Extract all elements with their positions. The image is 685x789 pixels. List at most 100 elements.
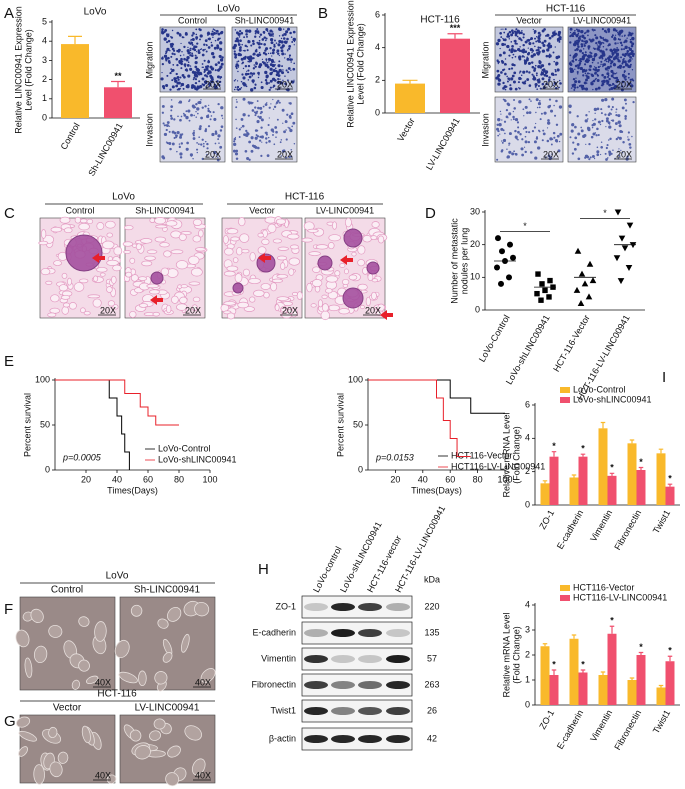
cell-dot — [556, 134, 560, 138]
row-label: Migration — [144, 41, 154, 78]
magnification: 20X — [205, 149, 221, 159]
cell-dot — [178, 100, 183, 104]
cell — [153, 718, 166, 730]
cell-dot — [610, 69, 614, 73]
cell-dot — [551, 153, 553, 155]
cell-dot — [504, 28, 507, 31]
cell-dot — [503, 43, 507, 46]
cell-dot — [260, 81, 263, 84]
cell-dot — [600, 63, 602, 66]
cell-dot — [588, 142, 591, 146]
cell-dot — [202, 83, 206, 86]
cell-dot — [584, 53, 588, 57]
error-bar — [580, 453, 586, 457]
cell-dot — [291, 80, 295, 84]
cell-dot — [541, 77, 545, 81]
cell-dot — [536, 106, 539, 109]
tissue-alveolus — [315, 244, 329, 250]
cell-dot — [523, 56, 526, 58]
cell — [165, 772, 180, 787]
cell-dot — [238, 48, 242, 52]
cell-dot — [601, 28, 604, 31]
cell-dot — [241, 43, 243, 46]
cell-dot — [276, 118, 279, 121]
cell-dot — [630, 84, 634, 88]
cell-dot — [195, 67, 200, 72]
cell-dot — [192, 158, 194, 160]
tissue-alveolus — [154, 236, 166, 243]
cell-dot — [538, 35, 541, 38]
cell-dot — [168, 125, 171, 127]
tissue-alveolus — [112, 304, 119, 310]
cell-dot — [236, 37, 239, 40]
column-label: Vector — [516, 15, 542, 25]
cell-dot — [627, 76, 630, 79]
cell-dot — [532, 77, 537, 81]
cell-dot — [574, 58, 578, 61]
y-tick-label: 20 — [470, 239, 480, 249]
tissue-alveolus — [122, 241, 134, 247]
tissue-alveolus — [59, 216, 71, 224]
tissue-alveolus — [78, 222, 90, 231]
cell-dot — [272, 48, 275, 51]
x-tick-label: 100 — [202, 474, 217, 484]
cell-dot — [211, 30, 214, 33]
cell-dot — [166, 47, 170, 52]
cell-dot — [583, 36, 587, 40]
tissue-alveolus — [123, 250, 131, 254]
cell-dot — [600, 84, 603, 87]
cell-dot — [587, 55, 591, 59]
blot-strip — [301, 595, 413, 619]
cell-dot — [496, 158, 499, 161]
cell-dot — [282, 37, 286, 40]
cell-dot — [233, 140, 236, 143]
tissue-alveolus — [308, 251, 321, 256]
cell-dot — [183, 63, 187, 67]
cell-dot — [610, 113, 612, 115]
cell-dot — [217, 134, 221, 138]
error-bar — [658, 684, 664, 688]
cell-dot — [246, 56, 250, 60]
cell-dot — [197, 143, 200, 146]
tissue-alveolus — [270, 282, 278, 292]
cell-dot — [166, 141, 169, 145]
cell-dot — [615, 79, 619, 83]
cell-dot — [186, 84, 190, 87]
cell-dot — [258, 63, 263, 67]
cell-dot — [592, 30, 594, 32]
cell-dot — [577, 132, 581, 136]
cell-dot — [183, 114, 187, 117]
cell-dot — [238, 36, 241, 38]
cell-dot — [521, 30, 523, 32]
cell-dot — [175, 77, 177, 79]
cell — [129, 729, 142, 742]
cell-dot — [175, 136, 178, 139]
cell-dot — [502, 51, 506, 55]
cell-dot — [605, 126, 607, 128]
cell-dot — [513, 71, 517, 75]
blot-strip — [301, 647, 413, 671]
cell-dot — [187, 74, 191, 78]
cell-dot — [525, 130, 528, 134]
cell-dot — [199, 34, 203, 38]
cell-dot — [196, 42, 199, 45]
cell-dot — [187, 61, 190, 63]
legend-label: HCT116-LV-LINC00941 — [573, 592, 667, 602]
cell-dot — [616, 72, 618, 74]
cell-dot — [207, 31, 210, 34]
cell-dot — [242, 67, 245, 70]
cell-dot — [292, 37, 296, 42]
cell-dot — [218, 84, 221, 87]
cell-dot — [202, 49, 205, 52]
cell-dot — [288, 155, 291, 159]
x-tick-label: 60 — [143, 474, 153, 484]
magnification: 20X — [616, 79, 632, 89]
cell-dot — [531, 51, 533, 54]
cell-dot — [209, 110, 212, 114]
kda-label: 220 — [424, 601, 439, 611]
cell-dot — [595, 71, 597, 74]
cell-dot — [559, 132, 563, 136]
cell-dot — [537, 48, 540, 52]
cell-dot — [234, 152, 239, 156]
cell-dot — [620, 48, 623, 51]
